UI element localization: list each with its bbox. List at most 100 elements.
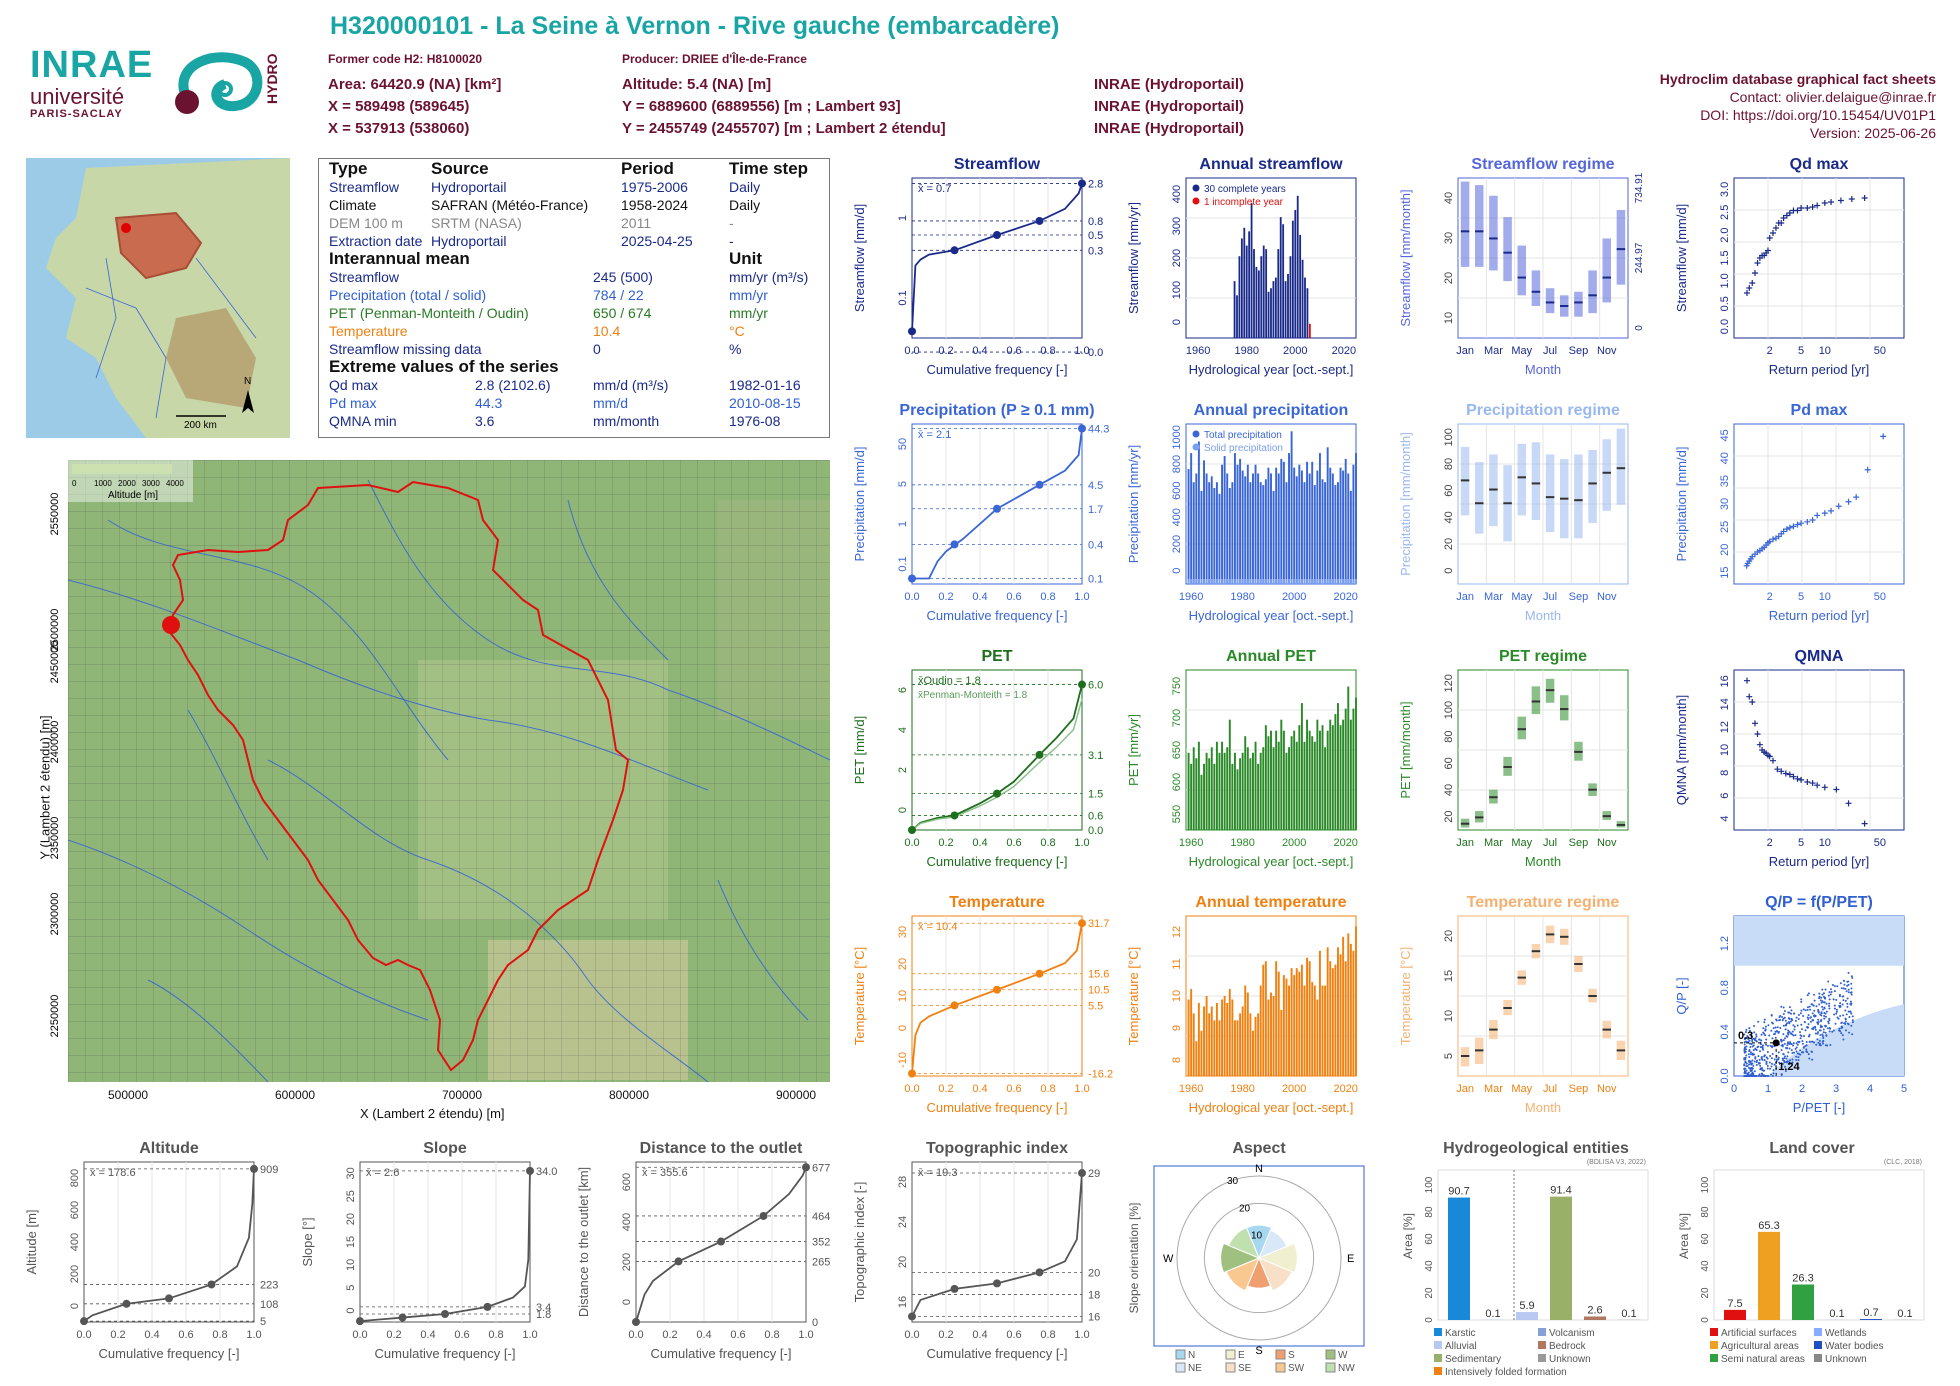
y-tick-label: 30	[1719, 498, 1731, 510]
scatter-point	[1808, 1040, 1811, 1043]
plot-area	[1733, 423, 1905, 585]
x-tick-label: 2000	[1282, 591, 1306, 603]
data-point	[1772, 225, 1779, 231]
bar	[1200, 1030, 1203, 1076]
y-tick-label: 0	[1700, 1317, 1711, 1323]
y-tick-label: 20	[1700, 1287, 1711, 1299]
scatter-point	[1828, 1002, 1831, 1005]
x-tick-label: 1960	[1179, 1083, 1203, 1095]
bar	[1257, 1013, 1260, 1076]
bar	[1339, 954, 1342, 1076]
bar	[1275, 730, 1278, 830]
scatter-point	[1806, 994, 1809, 997]
y-tick-label-right: 18	[1088, 1289, 1100, 1301]
x-tick-label: 1.0	[1074, 1083, 1089, 1095]
legend-label: Semi natural areas	[1721, 1354, 1805, 1365]
scatter-point	[1808, 1005, 1811, 1008]
scatter-point	[1839, 1030, 1842, 1033]
bar-label: 0.7	[1863, 1307, 1878, 1319]
aspect-sector	[1257, 1242, 1298, 1274]
x2: X = 537913 (538060)	[328, 120, 470, 137]
x-tick-label: 1980	[1230, 591, 1254, 603]
y-tick-label-right: 0	[812, 1317, 818, 1329]
x-tick-label: 50	[1874, 591, 1886, 603]
th-source: Source	[431, 159, 489, 178]
bar-solid	[1223, 579, 1226, 584]
scatter-point	[1800, 1023, 1803, 1026]
bar	[1352, 950, 1355, 1076]
scatter-point	[1819, 1044, 1822, 1047]
scatter-point	[1750, 1051, 1753, 1054]
x-tick-label: 0.0	[628, 1329, 643, 1341]
legend-label: 30 complete years	[1204, 184, 1286, 195]
plot-area	[911, 915, 1083, 1077]
bar	[1249, 482, 1252, 584]
x-tick-label: Jul	[1543, 345, 1557, 357]
legend-label: Alluvial	[1445, 1341, 1477, 1352]
chart-title: Annual precipitation	[1194, 402, 1349, 419]
chart-title: Land cover	[1769, 1140, 1854, 1157]
data-point	[1078, 424, 1086, 433]
scatter-point	[1751, 1040, 1754, 1043]
bar	[1257, 473, 1260, 584]
cell: QMNA min	[329, 413, 397, 429]
scatter-point	[1790, 1012, 1793, 1015]
y-tick-label-right: 223	[260, 1279, 278, 1291]
x-axis-label: Month	[1525, 608, 1561, 623]
region-lower	[1768, 1004, 1904, 1076]
bar	[1238, 256, 1241, 338]
scatter-point	[1782, 1006, 1785, 1009]
bar	[1277, 741, 1280, 830]
scatter-point	[1784, 1069, 1787, 1072]
scatter-point	[1815, 1005, 1818, 1008]
scatter-point	[1822, 1036, 1825, 1039]
dir-label: S	[1255, 1345, 1262, 1357]
bar	[1226, 1002, 1229, 1076]
bar	[1270, 730, 1272, 830]
scatter-point	[1769, 1055, 1772, 1058]
data-point	[1786, 771, 1793, 778]
bar	[1228, 488, 1231, 584]
y-tick-label-right: 4.5	[1088, 480, 1103, 492]
bar-solid	[1308, 579, 1311, 584]
data-point	[1749, 699, 1756, 705]
cell: mm/month	[593, 413, 660, 429]
altitude-chart: Altitude Cumulative frequency [-] Altitude…	[24, 1140, 278, 1361]
scatter-point	[1797, 1017, 1800, 1020]
scatter-point	[1759, 1050, 1762, 1053]
scatter-point	[1838, 1027, 1841, 1030]
cell: mm/d	[593, 395, 628, 411]
altitude: Altitude: 5.4 (NA) [m]	[622, 76, 772, 93]
data-point	[1835, 503, 1842, 510]
box	[1545, 288, 1555, 314]
box	[1517, 245, 1526, 296]
x-tick-label: 0.6	[454, 1329, 469, 1341]
scatter-point	[1745, 1065, 1748, 1068]
bar	[1190, 453, 1193, 584]
y-tick-label: 25	[1719, 521, 1731, 533]
y-axis-label: Altitude [m]	[24, 1209, 39, 1274]
legend-label: SE	[1238, 1363, 1252, 1374]
data-point	[1778, 220, 1785, 226]
former-code: Former code H2: H8100020	[328, 52, 483, 66]
legend-swatch	[1814, 1328, 1822, 1336]
bar	[1240, 238, 1243, 338]
x-tick-label: 0.6	[730, 1329, 745, 1341]
scatter-point	[1792, 1024, 1795, 1027]
bar	[1233, 752, 1236, 830]
data-point	[122, 1299, 131, 1308]
bar	[1318, 730, 1321, 830]
source-3: INRAE (Hydroportail)	[1094, 120, 1244, 137]
scatter-point	[1788, 1022, 1791, 1025]
mean-label: x̄Oudin = 1.8	[918, 675, 981, 687]
legend-swatch	[1710, 1328, 1718, 1336]
scatter-point	[1782, 1033, 1785, 1036]
scatter-point	[1757, 1045, 1760, 1048]
scatter-point	[1828, 1005, 1831, 1008]
inrae-logo: INRAE	[30, 44, 154, 86]
x-tick-label: Nov	[1597, 837, 1617, 849]
scatter-point	[1781, 1015, 1784, 1018]
scatter-point	[1784, 1037, 1787, 1040]
bar	[1337, 947, 1339, 1076]
data-point	[1804, 205, 1811, 211]
